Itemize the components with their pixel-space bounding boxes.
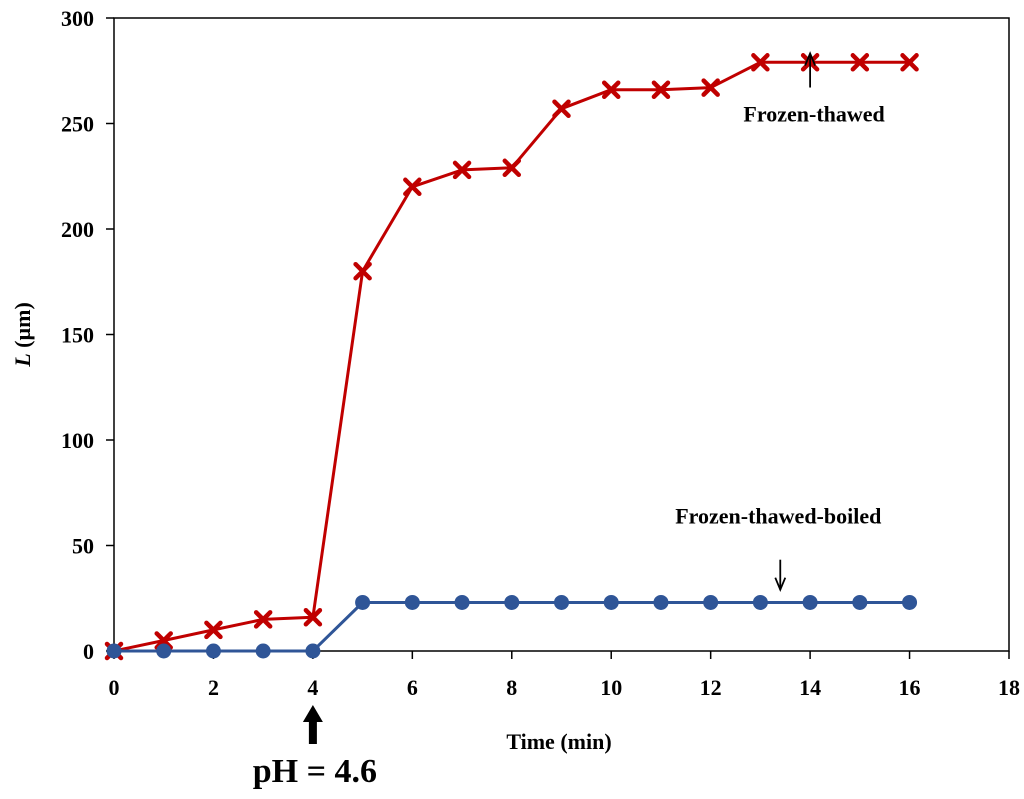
marker-stroke xyxy=(651,80,671,99)
x-tick-label: 12 xyxy=(700,675,722,700)
tick-labels: 0 2 4 6 8 10 12 14 16 18 0 50 100 150 200 250 300 xyxy=(61,6,1020,700)
marker-stroke xyxy=(204,620,223,640)
y-axis-title-unit: (µm) xyxy=(10,302,35,353)
x-tick-label: 0 xyxy=(109,675,120,700)
data-point-frozen-thawed xyxy=(751,53,770,72)
x-tick-label: 4 xyxy=(307,675,318,700)
data-point-frozen-thawed-boiled xyxy=(554,594,569,610)
marker-stroke xyxy=(452,160,472,180)
marker-stroke xyxy=(900,53,919,72)
data-point-frozen-thawed-boiled xyxy=(852,594,868,610)
marker-stroke xyxy=(353,261,372,281)
data-point-frozen-thawed xyxy=(204,620,223,640)
data-point-frozen-thawed xyxy=(900,53,919,72)
data-point-frozen-thawed-boiled xyxy=(454,594,470,610)
data-point-frozen-thawed xyxy=(403,177,422,197)
marker-stroke xyxy=(751,53,770,72)
y-axis-title: L (µm) xyxy=(10,302,35,368)
ph-arrow-icon xyxy=(302,705,323,744)
marker-stroke xyxy=(303,607,323,627)
y-tick-label: 250 xyxy=(61,112,94,137)
data-point-frozen-thawed xyxy=(651,80,671,99)
y-tick-label: 200 xyxy=(61,217,94,242)
marker-stroke xyxy=(552,99,571,118)
x-tick-label: 8 xyxy=(506,675,517,700)
data-point-frozen-thawed-boiled xyxy=(355,594,371,610)
marker-stroke xyxy=(850,53,870,72)
data-point-frozen-thawed xyxy=(502,158,522,178)
y-tick-label: 300 xyxy=(61,6,94,31)
data-point-frozen-thawed xyxy=(850,53,870,72)
data-point-frozen-thawed-boiled xyxy=(653,594,669,610)
data-point-frozen-thawed-boiled xyxy=(305,643,321,659)
data-point-frozen-thawed-boiled xyxy=(802,594,818,610)
x-tick-label: 16 xyxy=(899,675,921,700)
data-point-frozen-thawed xyxy=(452,160,472,180)
marker-stroke xyxy=(253,610,273,629)
x-tick-label: 18 xyxy=(998,675,1020,700)
data-point-frozen-thawed xyxy=(701,78,720,97)
x-tick-label: 2 xyxy=(208,675,219,700)
y-tick-label: 50 xyxy=(72,534,94,559)
data-point-frozen-thawed xyxy=(303,607,323,627)
data-point-frozen-thawed-boiled xyxy=(752,594,768,610)
marker-stroke xyxy=(403,177,422,197)
data-point-frozen-thawed-boiled xyxy=(603,594,619,610)
x-tick-label: 6 xyxy=(407,675,418,700)
marker-stroke xyxy=(601,80,621,99)
data-point-frozen-thawed xyxy=(154,631,173,650)
data-point-frozen-thawed xyxy=(552,99,571,118)
annotations: Frozen-thawed Frozen-thawed-boiled pH = 4.… xyxy=(253,51,885,790)
x-tick-label: 10 xyxy=(600,675,622,700)
y-axis-title-symbol: L xyxy=(10,353,35,367)
data-point-frozen-thawed xyxy=(353,261,372,281)
marker-stroke xyxy=(701,78,720,97)
data-point-frozen-thawed-boiled xyxy=(205,643,221,659)
data-point-frozen-thawed xyxy=(253,610,273,629)
data-point-frozen-thawed-boiled xyxy=(106,643,122,659)
label-frozen-thawed: Frozen-thawed xyxy=(743,102,884,127)
series-line-frozen-thawed xyxy=(113,60,910,653)
data-point-frozen-thawed-boiled xyxy=(156,643,172,659)
data-point-frozen-thawed-boiled xyxy=(504,594,520,610)
ph-label: pH = 4.6 xyxy=(253,753,377,790)
tick-marks xyxy=(106,17,1010,659)
data-point-frozen-thawed-boiled xyxy=(255,643,271,659)
arrow-head xyxy=(774,577,787,593)
data-point-frozen-thawed-boiled xyxy=(404,594,420,610)
series-layer xyxy=(104,53,919,661)
y-tick-label: 0 xyxy=(83,639,94,664)
arrow-head xyxy=(804,51,816,66)
marker-stroke xyxy=(502,158,522,178)
label-frozen-thawed-boiled: Frozen-thawed-boiled xyxy=(675,504,881,529)
data-point-frozen-thawed-boiled xyxy=(902,594,918,610)
marker-stroke xyxy=(154,631,173,650)
y-tick-label: 150 xyxy=(61,323,94,348)
data-point-frozen-thawed-boiled xyxy=(703,594,719,610)
x-axis-title: Time (min) xyxy=(506,729,611,754)
x-tick-label: 14 xyxy=(799,675,821,700)
data-point-frozen-thawed xyxy=(601,80,621,99)
y-tick-label: 100 xyxy=(61,428,94,453)
